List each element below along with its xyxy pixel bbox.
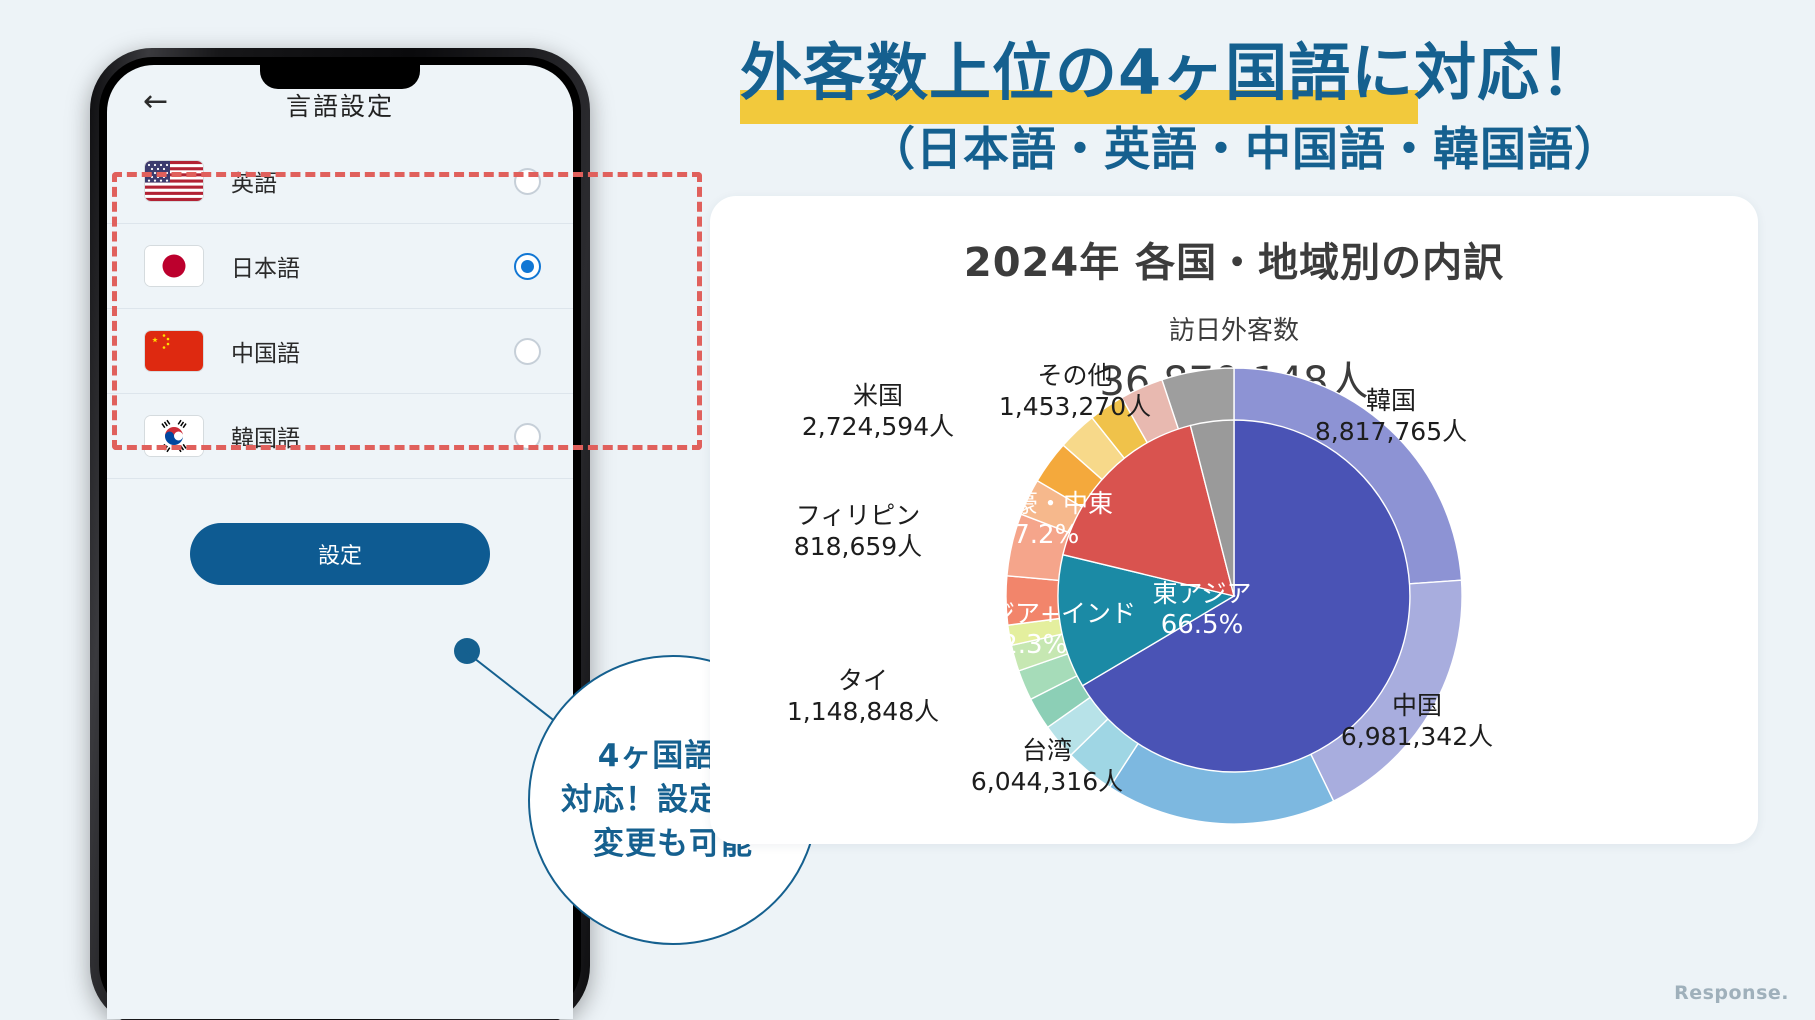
language-label: 日本語 [231,256,300,282]
language-radio-korean[interactable] [514,422,541,450]
headline-secondary: （日本語・英語・中国語・韓国語） [869,122,1621,177]
label-southeast-asia: 東南アジア+インド 12.3% [916,599,1136,661]
label-west: 欧米豪・中東 17.2% [962,489,1113,551]
label-philippines: フィリピン 818,659人 [793,501,923,561]
label-thailand: タイ 1,148,848人 [786,666,940,726]
phone-notch [260,65,420,89]
label-korea: 韓国 8,817,765人 [1314,386,1468,446]
phone-bezel: ← 言語設定 [99,57,581,1019]
kr-flag-icon [145,416,203,456]
label-east-asia: 東アジア 66.5% [1152,579,1252,641]
label-china: 中国 6,981,342人 [1340,691,1494,751]
app-navigation-bar: ← 言語設定 [107,65,573,139]
language-row-korean[interactable]: 韓国語 [107,394,573,479]
language-row-english[interactable]: 英語 [107,139,573,224]
inner-slice-west [1062,424,1235,597]
kpi-label: 訪日外客数 [1168,316,1299,346]
inner-slice-east-asia [1081,419,1411,773]
pie-chart: 韓国 8,817,765人 中国 6,981,342人 台湾 6,044,316… [710,196,1758,844]
headline-primary-row: 外客数上位の4ヶ国語に対応！ [740,36,1604,124]
language-label: 韓国語 [231,426,300,452]
language-radio-japanese[interactable] [514,252,541,280]
phone-mockup: ← 言語設定 [72,30,818,1020]
inner-ring [1057,419,1411,773]
inner-slice-other [1189,419,1235,597]
label-other: その他 1,453,270人 [998,361,1152,421]
language-list: 英語 日本語 [107,139,573,479]
watermark: Response. [1674,982,1789,1004]
language-label: 中国語 [231,341,300,367]
us-flag-icon [145,161,203,201]
pie-chart-svg [1005,367,1463,825]
watermark-text: Response. [1674,982,1789,1004]
headline-block: 外客数上位の4ヶ国語に対応！ （日本語・英語・中国語・韓国語） [740,38,1805,179]
inner-slice-southeast-asia [1057,553,1236,687]
headline-highlight-bar [740,90,1418,124]
jp-flag-icon [145,246,203,286]
chart-title: 2024年 各国・地域別の内訳 [963,240,1505,286]
language-radio-english[interactable] [514,167,541,195]
language-row-chinese[interactable]: 中国語 [107,309,573,394]
language-label: 英語 [231,171,277,197]
settings-submit-button[interactable]: 設定 [190,523,490,585]
phone-screen: ← 言語設定 [107,65,573,1019]
cn-flag-icon [145,331,203,371]
submit-area: 設定 [107,479,573,585]
headline-primary: 外客数上位の4ヶ国語に対応！ [740,36,1604,109]
language-row-japanese[interactable]: 日本語 [107,224,573,309]
back-arrow-icon[interactable]: ← [143,84,169,119]
language-radio-chinese[interactable] [514,337,541,365]
label-taiwan: 台湾 6,044,316人 [970,736,1124,796]
chart-card: 2024年 各国・地域別の内訳 訪日外客数 36,870,148人 [710,196,1758,844]
phone-body: ← 言語設定 [90,48,590,1020]
page-title: 言語設定 [285,92,394,121]
label-usa: 米国 2,724,594人 [801,381,955,441]
